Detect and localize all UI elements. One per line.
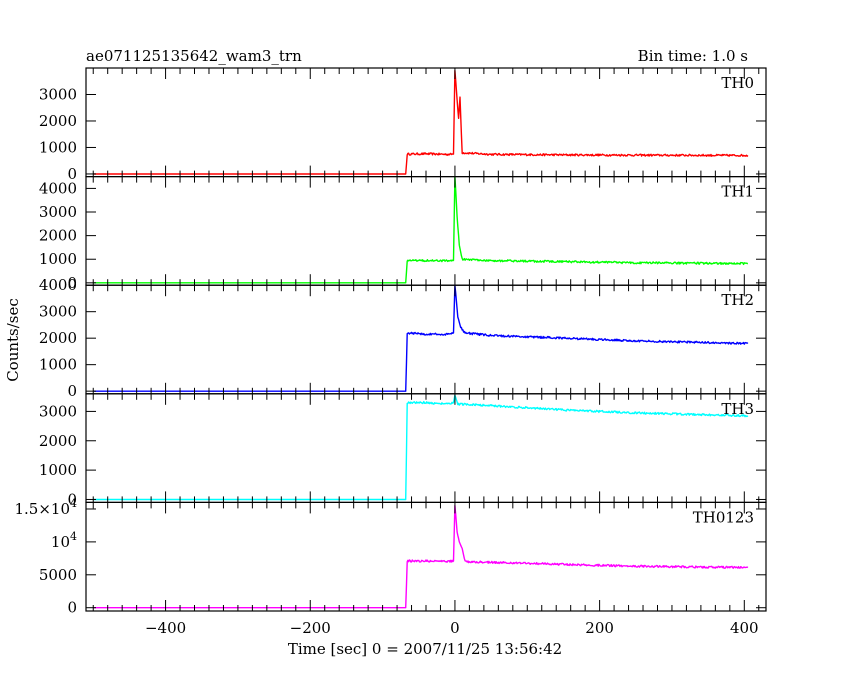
trace-th1 [93, 175, 748, 284]
y-tick-label: 0 [67, 599, 77, 617]
chart-title: ae071125135642_wam3_trn [86, 47, 302, 65]
y-tick-label: 104 [51, 530, 77, 551]
trace-th0 [93, 69, 749, 175]
y-tick-label: 1.5×104 [14, 497, 77, 518]
panel-frame-th1 [85, 176, 767, 286]
x-tick-label: 200 [585, 619, 614, 637]
panel-th0123: 0 5000 104 1.5×104 TH0123 [14, 497, 767, 617]
y-axis-label: Counts/sec [4, 298, 22, 382]
y-tick-label: 1000 [39, 356, 77, 374]
y-tick-label: 1000 [39, 461, 77, 479]
panel-name-th0: TH0 [721, 74, 754, 92]
y-tick-label: 3000 [39, 303, 77, 321]
y-tick-label: 4000 [39, 276, 77, 294]
panel-th3: 0 1000 2000 3000 TH3 [39, 393, 767, 508]
trace-th3 [93, 394, 749, 501]
y-tick-label: 0 [67, 382, 77, 400]
y-tick-label: 0 [67, 274, 77, 292]
trace-th0123 [93, 505, 749, 609]
panel-th2: 0 1000 2000 3000 4000 TH2 [39, 276, 767, 400]
panel-frame-th3 [85, 393, 767, 503]
y-tick-label: 0 [67, 490, 77, 508]
panel-frame-th0123 [85, 501, 767, 612]
y-tick-label: 2000 [39, 112, 77, 130]
x-tick-label: 0 [450, 619, 460, 637]
panel-name-th0123: TH0123 [693, 508, 754, 526]
y-tick-label: 3000 [39, 203, 77, 221]
y-tick-label: 1000 [39, 138, 77, 156]
x-axis-label: Time [sec] 0 = 2007/11/25 13:56:42 [288, 640, 562, 658]
x-tick-label: 400 [730, 619, 759, 637]
panel-name-th1: TH1 [721, 183, 754, 201]
panel-name-th3: TH3 [721, 400, 754, 418]
y-tick-label: 2000 [39, 432, 77, 450]
panel-th1: 0 1000 2000 3000 4000 TH1 [39, 175, 767, 292]
y-tick-label: 3000 [39, 402, 77, 420]
y-tick-label: 1000 [39, 250, 77, 268]
panel-name-th2: TH2 [721, 291, 754, 309]
trace-th2 [93, 284, 749, 392]
bin-time-label: Bin time: 1.0 s [638, 47, 748, 65]
panel-th0: 0 1000 2000 3000 TH0 [39, 67, 767, 183]
y-tick-label: 3000 [39, 85, 77, 103]
x-tick-label: −200 [290, 619, 331, 637]
x-tick-label: −400 [145, 619, 186, 637]
y-tick-label: 0 [67, 165, 77, 183]
y-tick-label: 5000 [39, 566, 77, 584]
y-tick-label: 4000 [39, 179, 77, 197]
panel-frame-th2 [85, 284, 767, 395]
y-tick-label: 2000 [39, 329, 77, 347]
panel-frame-th0 [85, 67, 767, 178]
y-tick-label: 2000 [39, 227, 77, 245]
